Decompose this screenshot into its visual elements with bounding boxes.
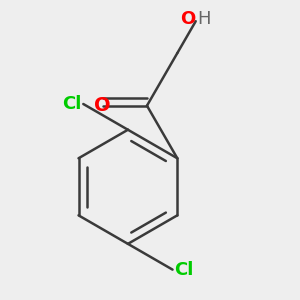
Text: Cl: Cl xyxy=(174,261,194,279)
Text: Cl: Cl xyxy=(62,95,82,113)
Text: O: O xyxy=(94,96,111,115)
Text: H: H xyxy=(198,11,211,28)
Text: O: O xyxy=(181,11,196,28)
